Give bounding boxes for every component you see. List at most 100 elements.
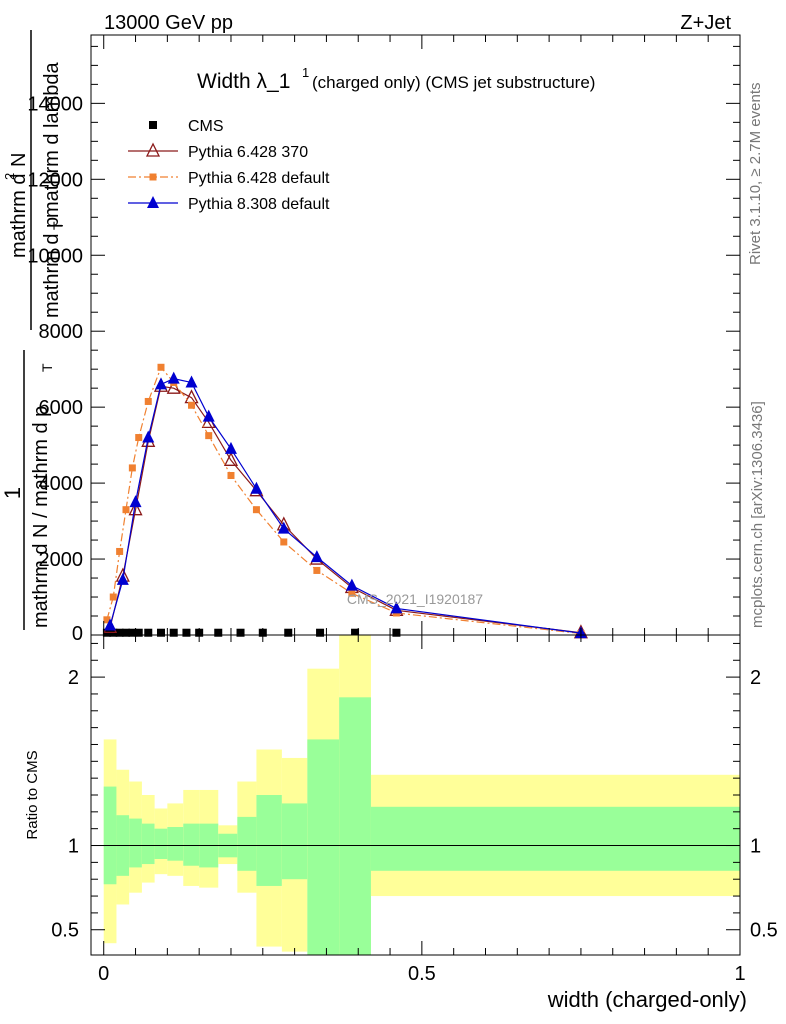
mcplots-label: mcplots.cern.ch [arXiv:1306.3436] [749, 401, 766, 628]
main-y-tick-label-1: 4000 [39, 473, 84, 495]
ratio-inner-band-13 [339, 697, 371, 955]
ratio-inner-band-2 [129, 818, 142, 868]
series-point-cms [214, 628, 223, 637]
ratio-inner-band-4 [154, 828, 168, 859]
series-point-pythia-8-308-default [224, 441, 237, 454]
ratio-inner-band-9 [237, 816, 257, 871]
series-point-cms [134, 628, 143, 637]
ratio-y-label: Ratio to CMS [24, 750, 41, 839]
series-point-cms [236, 628, 245, 637]
rivet-version-label: Rivet 3.1.10, ≥ 2.7M events [747, 83, 764, 266]
series-point-pythia-8-308-default [345, 578, 358, 591]
legend-marker-pythia-8-308-default [147, 196, 159, 208]
series-point-pythia-8-308-default [142, 430, 155, 443]
series-point-pythia-6-428-default [227, 472, 235, 480]
series-point-pythia-6-428-default [348, 589, 356, 597]
analysis-watermark: CMS_2021_I1920187 [347, 591, 483, 607]
ylabel-numerator-N: N [8, 153, 30, 167]
title-main: Width λ_1 [197, 70, 290, 93]
analysis-label: Z+Jet [680, 12, 731, 34]
main-series-layer [102, 363, 588, 639]
main-y-tick-label-2: 6000 [39, 397, 84, 419]
series-point-pythia-6-428-default [313, 566, 321, 574]
series-point-pythia-8-308-default [167, 371, 180, 384]
series-point-pythia-8-308-default [250, 481, 263, 494]
ratio-y-tick-label-right-2: 2 [750, 667, 761, 689]
ratio-inner-band-12 [307, 739, 340, 955]
x-tick-label-1: 0.5 [408, 963, 436, 985]
series-point-pythia-6-428-370 [223, 451, 239, 466]
ylabel-one: 1 [0, 487, 25, 499]
series-point-pythia-8-308-default [116, 572, 129, 585]
main-y-tick-label-0: 2000 [39, 549, 84, 571]
series-point-pythia-8-308-default [185, 375, 198, 388]
series-pythia-6-428-370 [103, 377, 588, 639]
main-y-label: 1 mathrm d N / mathrm d p T mathrm d 2 N… [0, 30, 66, 630]
series-point-pythia-6-428-default [122, 506, 130, 514]
series-point-cms [392, 628, 401, 637]
series-point-cms [284, 628, 293, 637]
series-point-cms [156, 628, 165, 637]
series-point-pythia-8-308-default [390, 601, 403, 614]
series-point-cms [128, 628, 137, 637]
main-y-tick-label-zero: 0 [72, 623, 83, 645]
legend-label-cms: CMS [188, 118, 224, 135]
series-point-pythia-6-428-default [103, 616, 111, 624]
ratio-inner-band-6 [183, 823, 200, 866]
ratio-x-ticks: 0 0.5 1 [98, 635, 746, 985]
series-point-cms [121, 628, 130, 637]
series-point-pythia-6-428-default [252, 506, 260, 514]
main-x-ticks [103, 35, 741, 635]
ylabel-inner-subscript: T [50, 221, 66, 230]
legend-marker-pythia-6-428-370 [145, 142, 161, 157]
title-rest: (charged only) (CMS jet substructure) [312, 73, 595, 92]
series-point-pythia-6-428-default [135, 434, 143, 442]
ratio-y-tick-label-left-0: 0.5 [51, 920, 79, 942]
ratio-y-tick-label-left-2: 2 [68, 667, 79, 689]
series-point-pythia-6-428-370 [184, 389, 199, 404]
chart-title: Width λ_1 1 (charged only) (CMS jet subs… [197, 65, 595, 93]
ratio-inner-band-11 [281, 803, 308, 880]
ylabel-numerator-superscript: 2 [2, 173, 17, 180]
legend-label-pythia-6-428-default: Pythia 6.428 default [188, 170, 330, 187]
main-panel: CMS_2021_I1920187 2000400060008000100001… [0, 30, 741, 645]
ratio-inner-band-0 [103, 786, 117, 885]
series-point-pythia-6-428-default [188, 401, 196, 409]
series-point-pythia-8-308-default [129, 495, 142, 508]
title-superscript: 1 [302, 65, 309, 80]
ratio-bands-layer [91, 635, 740, 955]
series-point-pythia-6-428-default [109, 593, 117, 601]
process-label: 13000 GeV pp [104, 12, 233, 34]
series-point-cms [316, 628, 325, 637]
ratio-y-ticks: 0.5 0.5 1 1 2 2 [51, 642, 778, 942]
series-pythia-8-308-default [104, 371, 587, 639]
main-y-tick-label-3: 8000 [39, 321, 84, 343]
ratio-y-tick-label-left-1: 1 [68, 836, 79, 858]
ylabel-outer-denominator: mathrm d N / mathrm d p [30, 406, 52, 628]
series-point-pythia-6-428-default [280, 538, 288, 546]
series-point-pythia-8-308-default [104, 618, 117, 631]
series-point-pythia-6-428-default [144, 397, 152, 405]
x-tick-label-0: 0 [98, 963, 109, 985]
series-line-pythia-6-428-default [106, 366, 581, 635]
ratio-inner-band-10 [256, 795, 282, 886]
main-y-tick-label-5: 12000 [27, 169, 83, 191]
ratio-y-tick-label-right-0: 0.5 [750, 920, 778, 942]
ylabel-inner-denominator: mathrm d p [41, 217, 63, 318]
series-point-cms [144, 628, 153, 637]
legend-label-pythia-8-308-default: Pythia 8.308 default [188, 196, 330, 213]
legend-marker-cms [149, 121, 157, 129]
series-point-pythia-8-308-default [310, 550, 323, 563]
x-tick-label-2: 1 [734, 963, 745, 985]
ratio-y-tick-label-right-1: 1 [750, 836, 761, 858]
legend-marker-pythia-6-428-default [149, 173, 157, 181]
series-point-cms [169, 628, 178, 637]
main-y-tick-label-4: 10000 [27, 245, 83, 267]
series-point-pythia-8-308-default [154, 377, 167, 390]
series-point-pythia-6-428-default [128, 464, 136, 472]
legend-label-pythia-6-428-370: Pythia 6.428 370 [188, 144, 308, 161]
series-point-pythia-6-428-370 [128, 501, 143, 516]
series-point-cms [182, 628, 191, 637]
series-point-cms [351, 628, 360, 637]
series-point-cms [115, 628, 124, 637]
